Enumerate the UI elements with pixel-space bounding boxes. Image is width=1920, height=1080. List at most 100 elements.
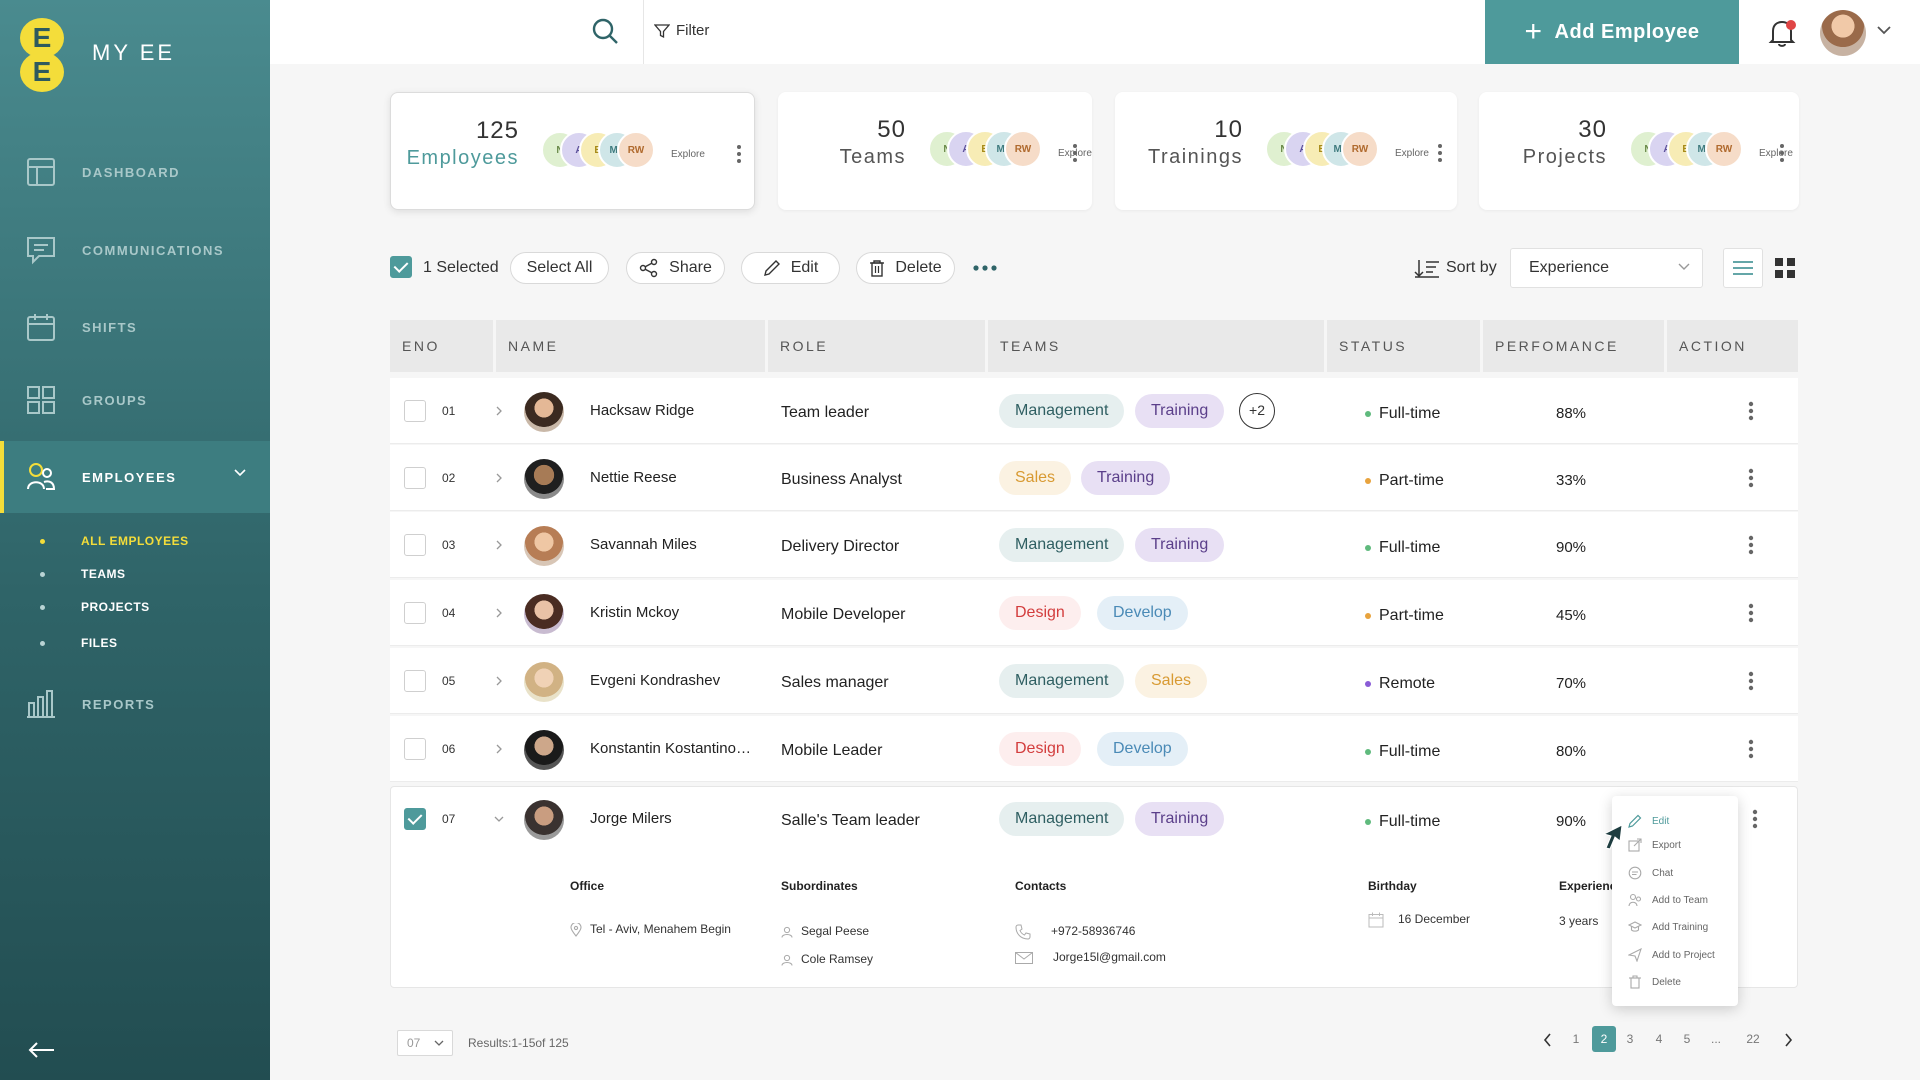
chevron-right-icon[interactable] [494, 744, 504, 754]
kebab-menu-icon[interactable] [736, 143, 742, 165]
edit-button[interactable]: Edit [741, 252, 840, 284]
team-tag[interactable]: Develop [1097, 596, 1188, 630]
row-actions-icon[interactable] [1748, 738, 1754, 760]
column-header[interactable]: STATUS [1327, 320, 1480, 372]
chevron-down-icon[interactable] [234, 469, 246, 477]
table-row[interactable]: 06 Konstantin Kostantinopo.. Mobile Leader… [390, 716, 1798, 782]
sidebar-item-communications[interactable]: COMMUNICATIONS [0, 214, 270, 286]
phone-item[interactable]: +972-58936746 [1015, 924, 1135, 940]
team-tag[interactable]: Management [999, 394, 1125, 428]
stat-card-employees[interactable]: 125EmployeesNABMSRWExplore [390, 92, 755, 210]
kebab-menu-icon[interactable] [1437, 142, 1443, 164]
page-button[interactable]: 4 [1655, 1032, 1663, 1046]
column-header[interactable]: NAME [496, 320, 765, 372]
column-header[interactable]: ENO [390, 320, 493, 372]
team-tag[interactable]: Training [1135, 802, 1225, 836]
stat-card-teams[interactable]: 50TeamsNABMSRWExplore [778, 92, 1092, 210]
sidebar-subitem-all-employees[interactable]: ALL EMPLOYEES [40, 534, 189, 548]
table-row[interactable]: 05 Evgeni Kondrashev Sales manager Manageme… [390, 648, 1798, 714]
delete-button[interactable]: Delete [856, 252, 955, 284]
page-button[interactable]: 2 [1592, 1026, 1616, 1052]
share-button[interactable]: Share [626, 252, 725, 284]
chevron-down-icon[interactable] [494, 814, 504, 824]
row-checkbox[interactable] [404, 738, 426, 760]
select-checkbox[interactable] [390, 256, 412, 278]
sidebar-subitem-teams[interactable]: TEAMS [40, 567, 126, 581]
table-row[interactable]: 02 Nettie Reese Business Analyst Sales Train… [390, 445, 1798, 511]
row-checkbox[interactable] [404, 400, 426, 422]
employee-name[interactable]: Konstantin Kostantinopo.. [590, 740, 755, 757]
column-header[interactable]: PERFOMANCE [1483, 320, 1664, 372]
column-header[interactable]: TEAMS [988, 320, 1324, 372]
column-header[interactable]: ROLE [768, 320, 985, 372]
column-header[interactable]: ACTION [1667, 320, 1798, 372]
sidebar-subitem-files[interactable]: FILES [40, 636, 118, 650]
sidebar-item-reports[interactable]: REPORTS [0, 668, 270, 740]
employee-name[interactable]: Nettie Reese [590, 469, 677, 486]
employee-name[interactable]: Kristin Mckoy [590, 604, 680, 621]
team-tag[interactable]: Management [999, 528, 1125, 562]
chevron-right-icon[interactable] [494, 608, 504, 618]
chevron-right-icon[interactable] [1783, 1033, 1793, 1047]
row-checkbox[interactable] [404, 670, 426, 692]
row-checkbox[interactable] [404, 534, 426, 556]
explore-link[interactable]: Explore [671, 149, 705, 160]
page-button[interactable]: 5 [1683, 1032, 1691, 1046]
sidebar-item-groups[interactable]: GROUPS [0, 364, 270, 436]
collapse-arrow-icon[interactable] [28, 1040, 56, 1060]
menu-item-export[interactable]: Export [1628, 838, 1681, 852]
team-tag[interactable]: Develop [1097, 732, 1188, 766]
logo[interactable]: E E [20, 18, 64, 92]
email-item[interactable]: Jorge15l@gmail.com [1015, 950, 1166, 964]
bell-icon[interactable] [1768, 18, 1796, 48]
employee-name[interactable]: Savannah Miles [590, 536, 697, 553]
subordinate-item[interactable]: Segal Peese [781, 924, 869, 938]
list-view-button[interactable] [1723, 248, 1763, 288]
team-tag[interactable]: Management [999, 802, 1125, 836]
kebab-menu-icon[interactable] [1779, 142, 1785, 164]
team-tag[interactable]: Training [1135, 394, 1225, 428]
team-tag[interactable]: Training [1081, 461, 1171, 495]
sidebar-item-dashboard[interactable]: DASHBOARD [0, 136, 270, 208]
chevron-right-icon[interactable] [494, 406, 504, 416]
add-employee-button[interactable]: + Add Employee [1485, 0, 1739, 64]
kebab-menu-icon[interactable] [1072, 142, 1078, 164]
stat-card-trainings[interactable]: 10TrainingsNABMSRWExplore [1115, 92, 1457, 210]
more-teams-badge[interactable]: +2 [1239, 393, 1275, 429]
per-page-select[interactable]: 07 [397, 1030, 453, 1056]
row-actions-icon[interactable] [1748, 467, 1754, 489]
chevron-down-icon[interactable] [1877, 26, 1891, 35]
stat-card-projects[interactable]: 30ProjectsNABMSRWExplore [1479, 92, 1799, 210]
menu-item-delete[interactable]: Delete [1628, 975, 1681, 989]
filter-button[interactable]: Filter [654, 22, 709, 39]
more-options-icon[interactable] [972, 262, 998, 274]
sort-select[interactable]: Experience [1510, 248, 1703, 288]
row-actions-icon[interactable] [1748, 602, 1754, 624]
subordinate-item[interactable]: Cole Ramsey [781, 952, 873, 966]
employee-name[interactable]: Jorge Milers [590, 810, 672, 827]
team-tag[interactable]: Training [1135, 528, 1225, 562]
table-row[interactable]: 01 Hacksaw Ridge Team leader Management Trai… [390, 378, 1798, 444]
page-button[interactable]: 3 [1626, 1032, 1634, 1046]
user-avatar[interactable] [1820, 10, 1866, 56]
menu-item-edit[interactable]: Edit [1628, 814, 1669, 828]
table-row[interactable]: 07 Jorge Milers Salle's Team leader Managem… [390, 786, 1798, 852]
row-checkbox[interactable] [404, 467, 426, 489]
explore-link[interactable]: Explore [1395, 148, 1429, 159]
chevron-right-icon[interactable] [494, 540, 504, 550]
sidebar-item-shifts[interactable]: SHIFTS [0, 291, 270, 363]
table-row[interactable]: 03 Savannah Miles Delivery Director Managem… [390, 512, 1798, 578]
menu-item-add-to-project[interactable]: Add to Project [1628, 948, 1715, 962]
row-actions-icon[interactable] [1752, 808, 1758, 830]
chevron-right-icon[interactable] [494, 676, 504, 686]
employee-name[interactable]: Evgeni Kondrashev [590, 672, 721, 689]
chevron-right-icon[interactable] [494, 473, 504, 483]
select-all-button[interactable]: Select All [510, 252, 609, 284]
team-tag[interactable]: Design [999, 732, 1081, 766]
explore-link[interactable]: Explore [1759, 148, 1793, 159]
team-tag[interactable]: Management [999, 664, 1125, 698]
menu-item-add-training[interactable]: Add Training [1628, 920, 1708, 934]
menu-item-chat[interactable]: Chat [1628, 866, 1673, 880]
sidebar-subitem-projects[interactable]: PROJECTS [40, 600, 150, 614]
grid-view-icon[interactable] [1772, 255, 1798, 281]
